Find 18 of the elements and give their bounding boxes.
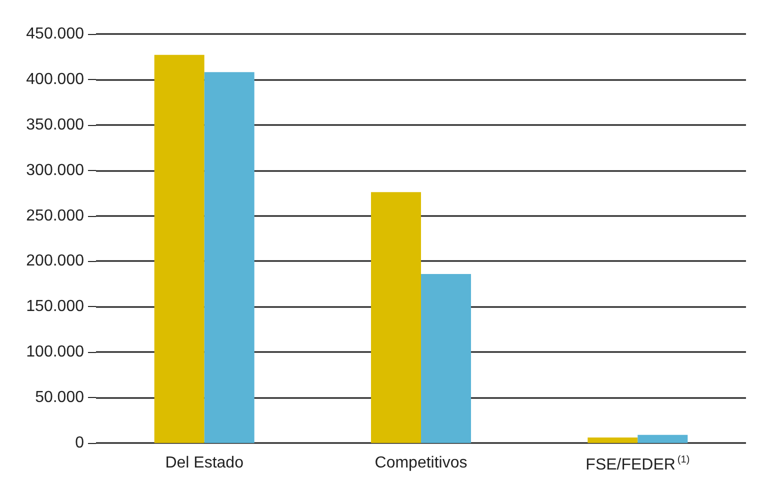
y-tick-label: 50.000 [35, 389, 84, 406]
y-tick-label: 350.000 [26, 116, 84, 134]
y-tick-label: 300.000 [26, 162, 84, 179]
y-tick-label: 250.000 [26, 207, 84, 224]
bar [204, 72, 254, 443]
bar [421, 274, 471, 443]
bar [638, 434, 688, 443]
bar [588, 438, 638, 443]
y-tick-label: 150.000 [26, 298, 84, 316]
y-tick-label: 100.000 [26, 344, 84, 361]
x-tick-label: Competitivos [374, 454, 468, 472]
y-tick-label: 200.000 [26, 252, 84, 270]
bar [371, 192, 421, 443]
y-tick-label: 450.000 [26, 26, 84, 42]
y-tick-label: 0 [75, 434, 84, 452]
x-tick-label: Del Estado [165, 454, 244, 472]
y-tick-label: 400.000 [26, 70, 84, 88]
bar [154, 54, 204, 443]
